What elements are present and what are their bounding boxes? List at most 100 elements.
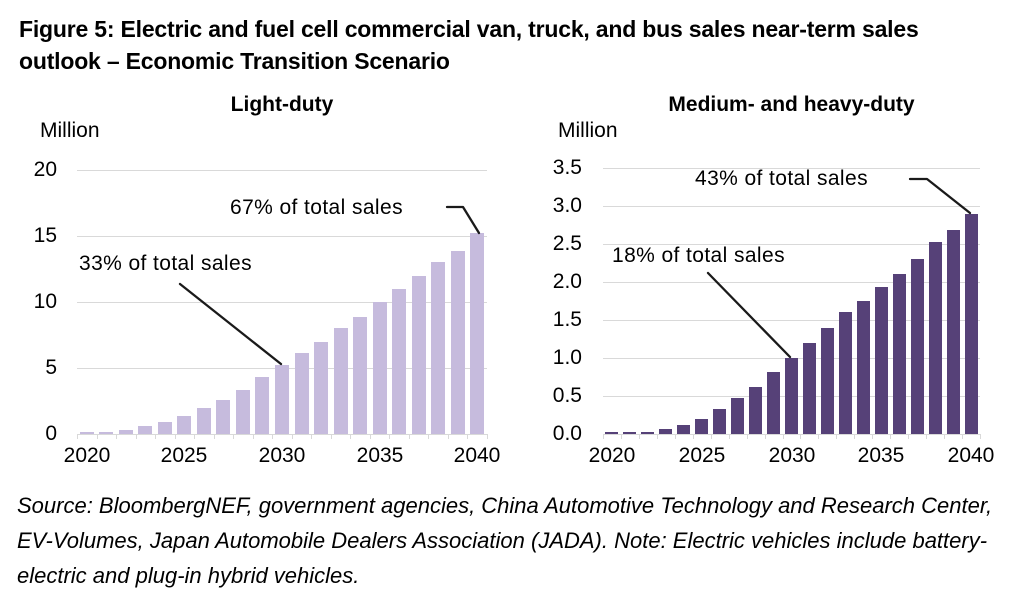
- gridline: [77, 434, 487, 435]
- x-axis-tick-label: 2030: [768, 444, 816, 467]
- figure-title: Figure 5: Electric and fuel cell commerc…: [19, 16, 919, 74]
- x-axis-tick-mark: [97, 434, 98, 439]
- chart-title: Light-duty: [230, 93, 334, 116]
- y-axis-tick-label: 3.0: [552, 194, 582, 217]
- x-axis-tick-mark: [711, 434, 712, 439]
- bar-2031: [803, 343, 816, 434]
- bar-2039: [947, 230, 960, 434]
- x-axis-tick-mark: [487, 434, 488, 439]
- bar-2036: [893, 274, 906, 434]
- chart-title: Medium- and heavy-duty: [668, 93, 915, 116]
- x-axis-tick-mark: [657, 434, 658, 439]
- x-axis-tick-mark: [944, 434, 945, 439]
- y-axis-tick-label: 1.5: [552, 308, 582, 331]
- bar-2033: [334, 328, 348, 434]
- bar-2024: [158, 422, 172, 434]
- bar-2020: [80, 432, 94, 434]
- x-axis-tick-label: 2020: [588, 444, 636, 467]
- y-axis-tick-label: 20: [33, 158, 57, 181]
- bar-2032: [314, 342, 328, 434]
- bar-2023: [138, 426, 152, 434]
- x-axis-tick-label: 2025: [160, 444, 208, 467]
- x-axis-tick-mark: [926, 434, 927, 439]
- x-axis-tick-mark: [467, 434, 468, 439]
- bar-2036: [392, 289, 406, 434]
- bar-2025: [695, 419, 708, 434]
- bar-2021: [99, 432, 113, 434]
- x-axis-tick-mark: [389, 434, 390, 439]
- bar-2035: [373, 302, 387, 434]
- x-axis-tick-mark: [639, 434, 640, 439]
- x-axis-tick-mark: [409, 434, 410, 439]
- bar-2030: [275, 365, 289, 434]
- bar-2029: [255, 377, 269, 434]
- x-axis-tick-mark: [194, 434, 195, 439]
- x-axis-tick-mark: [980, 434, 981, 439]
- bar-2027: [216, 400, 230, 434]
- gridline: [603, 434, 980, 435]
- y-axis-unit-label: Million: [40, 119, 100, 142]
- x-axis-tick-mark: [729, 434, 730, 439]
- bar-2022: [641, 432, 654, 434]
- bar-2024: [677, 425, 690, 434]
- x-axis-tick-mark: [854, 434, 855, 439]
- bar-2037: [911, 259, 924, 434]
- x-axis-tick-label: 2030: [258, 444, 306, 467]
- x-axis-tick-mark: [292, 434, 293, 439]
- gridline: [77, 236, 487, 237]
- gridline: [603, 206, 980, 207]
- bar-2040: [965, 214, 978, 434]
- x-axis-tick-mark: [331, 434, 332, 439]
- x-axis-tick-mark: [872, 434, 873, 439]
- gridline: [603, 168, 980, 169]
- bar-2027: [731, 398, 744, 434]
- x-axis-tick-mark: [765, 434, 766, 439]
- bar-2032: [821, 328, 834, 434]
- bar-2040: [470, 233, 484, 434]
- y-axis-tick-label: 2.5: [552, 232, 582, 255]
- x-axis-tick-mark: [175, 434, 176, 439]
- y-axis-tick-label: 5: [45, 356, 57, 379]
- bar-2034: [353, 317, 367, 434]
- bar-2038: [431, 262, 445, 434]
- gridline: [77, 170, 487, 171]
- x-axis-tick-mark: [675, 434, 676, 439]
- x-axis-tick-mark: [116, 434, 117, 439]
- bar-2026: [713, 409, 726, 434]
- annotation-label: 67% of total sales: [230, 196, 403, 219]
- x-axis-tick-mark: [783, 434, 784, 439]
- y-axis-tick-label: 2.0: [552, 270, 582, 293]
- x-axis-tick-mark: [818, 434, 819, 439]
- bar-2020: [605, 432, 618, 434]
- x-axis-tick-label: 2040: [453, 444, 501, 467]
- x-axis-tick-mark: [350, 434, 351, 439]
- y-axis-tick-label: 0: [45, 422, 57, 445]
- bar-2030: [785, 358, 798, 434]
- x-axis-tick-mark: [311, 434, 312, 439]
- y-axis-tick-label: 0.5: [552, 384, 582, 407]
- x-axis-tick-label: 2035: [857, 444, 905, 467]
- x-axis-tick-label: 2020: [63, 444, 111, 467]
- x-axis-tick-mark: [272, 434, 273, 439]
- x-axis-tick-mark: [428, 434, 429, 439]
- x-axis-tick-mark: [800, 434, 801, 439]
- x-axis-tick-mark: [448, 434, 449, 439]
- x-axis-tick-mark: [962, 434, 963, 439]
- y-axis-tick-label: 10: [33, 290, 57, 313]
- x-axis-tick-mark: [233, 434, 234, 439]
- x-axis-tick-label: 2025: [678, 444, 726, 467]
- y-axis-tick-label: 0.0: [552, 422, 582, 445]
- x-axis-tick-mark: [908, 434, 909, 439]
- source-note: Source: BloombergNEF, government agencie…: [17, 493, 993, 588]
- x-axis-tick-mark: [836, 434, 837, 439]
- y-axis-unit-label: Million: [558, 119, 618, 142]
- bar-2029: [767, 372, 780, 434]
- bar-2035: [875, 287, 888, 434]
- annotation-label: 33% of total sales: [79, 252, 252, 275]
- y-axis-tick-label: 15: [33, 224, 57, 247]
- gridline: [603, 244, 980, 245]
- bar-2033: [839, 312, 852, 434]
- bar-2021: [623, 432, 636, 434]
- bar-2037: [412, 276, 426, 434]
- x-axis-tick-mark: [621, 434, 622, 439]
